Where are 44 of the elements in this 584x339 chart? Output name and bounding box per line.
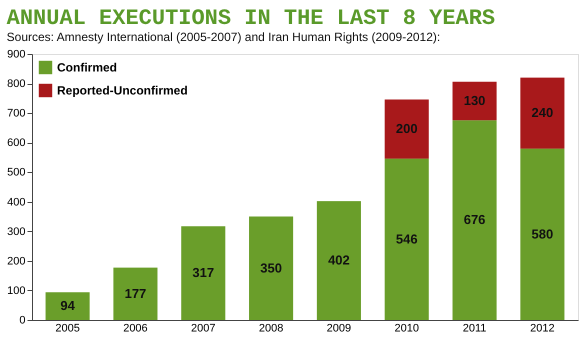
y-tick-label: 700 [7, 108, 26, 120]
legend-label: Confirmed [57, 60, 117, 74]
bar [452, 82, 497, 120]
data-label: 240 [532, 105, 554, 120]
y-tick-label: 200 [7, 255, 26, 268]
bar [113, 268, 158, 320]
data-label: 402 [328, 252, 350, 268]
bar [46, 292, 90, 320]
bar [316, 201, 361, 320]
x-tick-label: 2009 [326, 322, 352, 334]
data-label: 130 [464, 92, 486, 108]
y-tick-label: 300 [7, 226, 26, 238]
x-tick-label: 2010 [394, 322, 419, 334]
data-label: 200 [396, 121, 418, 136]
data-label: 580 [532, 226, 554, 242]
chart-subtitle: Sources: Amnesty International (2005-2007) and Iran Human Rights (2009-2012): [6, 30, 440, 44]
y-tick-label: 100 [7, 284, 26, 297]
x-tick-label: 2011 [462, 322, 486, 334]
x-tick-label: 2012 [530, 322, 555, 334]
data-label: 94 [60, 298, 76, 314]
x-tick-label: 2006 [123, 322, 148, 334]
y-tick-label: 800 [7, 78, 26, 90]
y-tick-label: 0 [19, 314, 26, 326]
bar [384, 100, 429, 159]
bar [520, 78, 564, 149]
bar [520, 148, 564, 320]
bar [181, 226, 226, 320]
x-tick-label: 2005 [55, 322, 80, 334]
data-label: 546 [396, 231, 418, 246]
data-label: 676 [464, 212, 486, 228]
x-tick-label: 2008 [258, 322, 284, 334]
bar [249, 216, 294, 320]
y-tick-label: 500 [7, 166, 26, 179]
data-label: 317 [192, 265, 214, 280]
data-label: 350 [260, 260, 282, 276]
x-tick-label: 2007 [191, 322, 216, 334]
y-tick-label: 400 [7, 196, 26, 208]
y-tick-label: 900 [7, 48, 26, 60]
chart-title: ANNUAL EXECUTIONS IN THE LAST 8 YEARS [6, 6, 496, 31]
data-label: 177 [124, 286, 146, 301]
bar [452, 120, 497, 320]
legend-label: Reported-Unconfirmed [57, 84, 188, 98]
y-tick-label: 600 [7, 137, 26, 150]
bar [384, 158, 429, 320]
